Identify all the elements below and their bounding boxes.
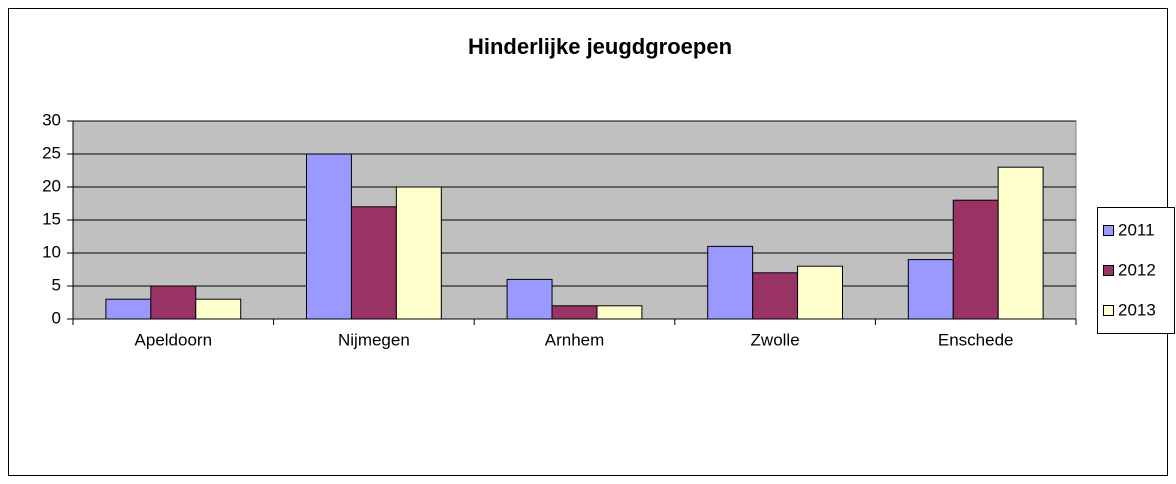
bar xyxy=(105,298,152,320)
bar xyxy=(350,206,397,320)
x-tick-label: Zwolle xyxy=(751,330,800,349)
y-tick-label: 10 xyxy=(42,242,61,261)
bar xyxy=(195,298,242,320)
legend-swatch xyxy=(1103,225,1114,236)
y-tick-label: 25 xyxy=(42,143,61,162)
legend-label: 2012 xyxy=(1118,260,1156,279)
legend-label: 2013 xyxy=(1118,300,1156,319)
bar xyxy=(752,272,799,320)
y-tick-label: 15 xyxy=(42,209,61,228)
legend-label: 2011 xyxy=(1118,220,1155,239)
y-tick-label: 20 xyxy=(42,176,61,195)
bar xyxy=(596,305,643,320)
x-tick-label: Arnhem xyxy=(545,330,605,349)
legend-swatch xyxy=(1103,265,1114,276)
bar xyxy=(506,278,553,320)
bar xyxy=(907,259,954,320)
bar xyxy=(551,305,598,320)
bar xyxy=(150,285,197,320)
x-tick-label: Enschede xyxy=(938,330,1014,349)
chart-title: Hinderlijke jeugdgroepen xyxy=(468,34,732,59)
bar xyxy=(952,199,999,320)
bar xyxy=(395,186,442,320)
y-tick-label: 5 xyxy=(52,275,61,294)
legend-swatch xyxy=(1103,305,1114,316)
x-tick-label: Nijmegen xyxy=(338,330,410,349)
bar xyxy=(707,245,754,320)
y-tick-label: 0 xyxy=(52,308,61,327)
y-tick-label: 30 xyxy=(42,110,61,129)
bar xyxy=(997,166,1044,320)
bar xyxy=(305,153,352,320)
x-tick-label: Apeldoorn xyxy=(135,330,213,349)
bar xyxy=(797,265,844,320)
